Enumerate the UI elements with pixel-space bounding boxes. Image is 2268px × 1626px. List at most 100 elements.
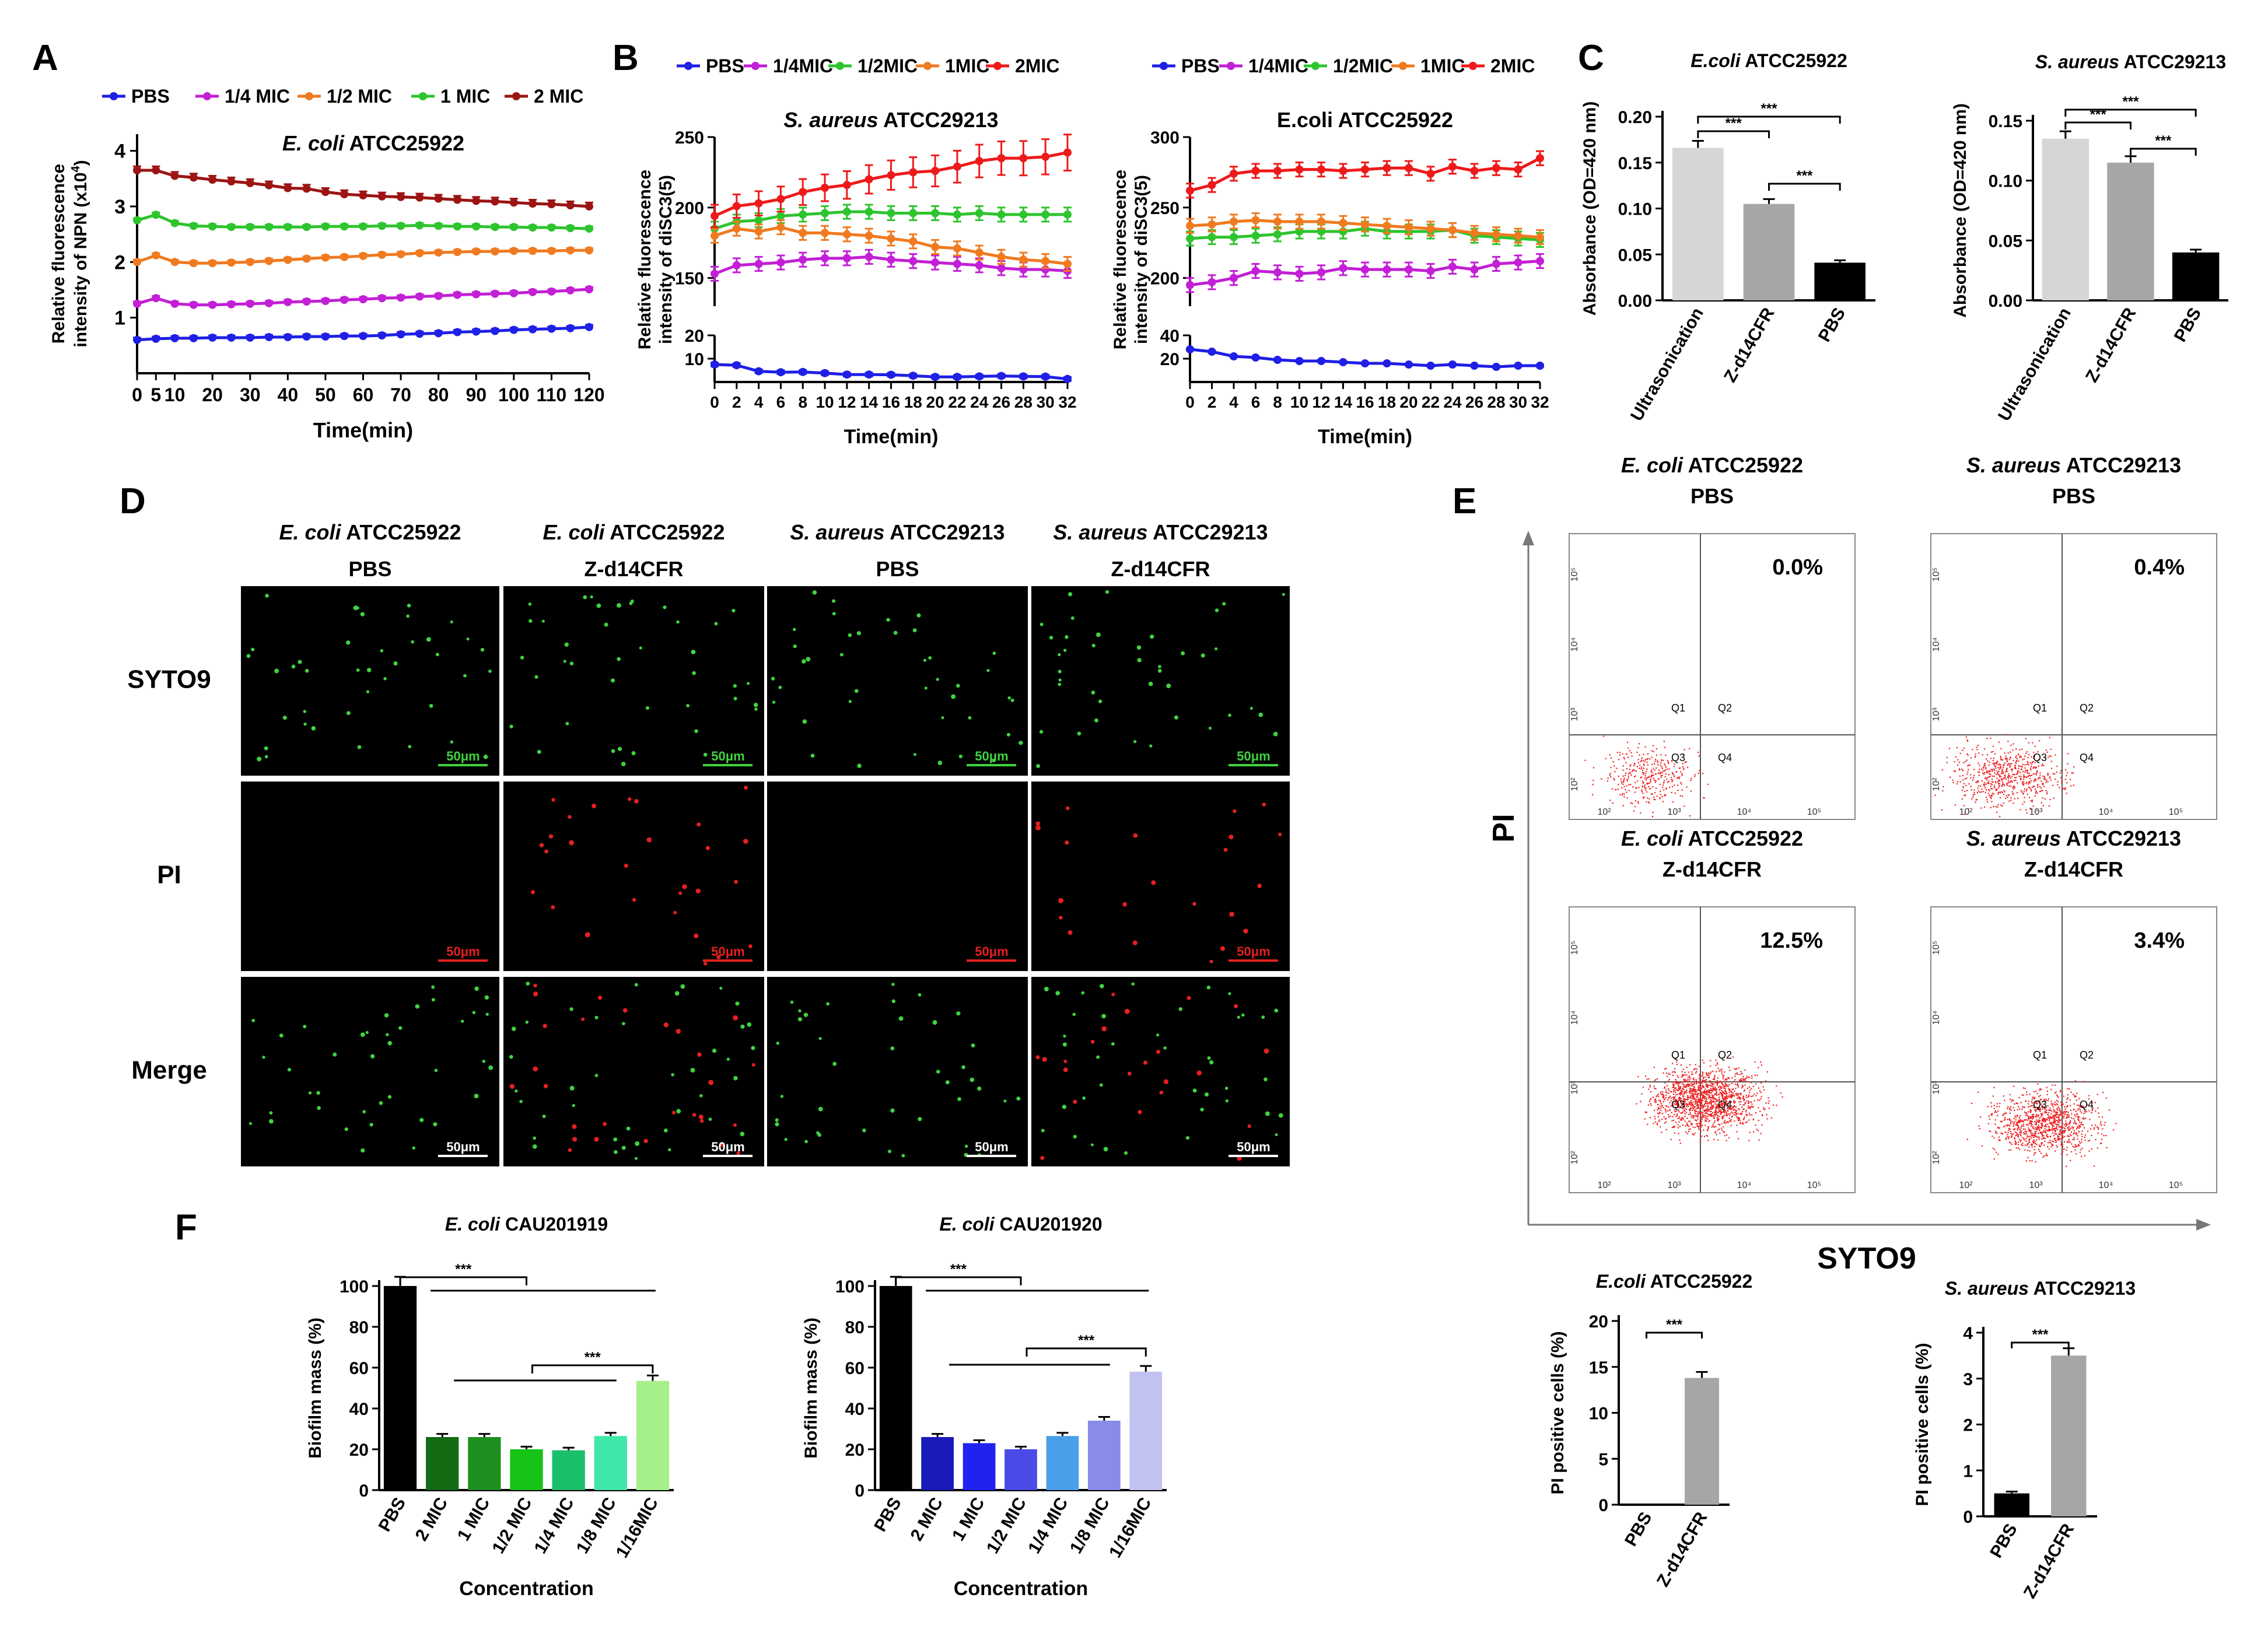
data-point: [1019, 255, 1028, 264]
event-dot: [1708, 1096, 1710, 1098]
event-dot: [1739, 1122, 1741, 1124]
event-dot: [1978, 780, 1979, 782]
event-dot: [1729, 1070, 1731, 1071]
event-dot: [1975, 782, 1977, 783]
flow-title: E. coli ATCC25922: [1621, 826, 1803, 850]
event-dot: [2010, 785, 2012, 787]
event-dot: [1994, 784, 1996, 786]
event-dot: [2038, 1138, 2040, 1140]
event-dot: [1987, 1106, 1989, 1108]
event-dot: [1753, 1131, 1755, 1133]
x-tick-label: 20: [1399, 393, 1418, 411]
event-dot: [1712, 1107, 1713, 1109]
event-dot: [2027, 793, 2028, 796]
event-dot: [1720, 1086, 1722, 1088]
event-dot: [1713, 1105, 1714, 1106]
green-cell: [699, 1094, 703, 1098]
event-dot: [2061, 1144, 2063, 1145]
event-dot: [2054, 1150, 2056, 1152]
event-dot: [1724, 1102, 1726, 1103]
green-cell: [360, 612, 365, 616]
event-dot: [1734, 1090, 1735, 1092]
event-dot: [1675, 1102, 1677, 1104]
event-dot: [1700, 1111, 1703, 1113]
event-dot: [2032, 1134, 2034, 1136]
event-dot: [1708, 1120, 1710, 1122]
red-cell: [743, 839, 748, 844]
event-dot: [1709, 1080, 1711, 1082]
event-dot: [1637, 803, 1639, 804]
event-dot: [1730, 1090, 1732, 1092]
event-dot: [2024, 771, 2026, 773]
event-dot: [2000, 764, 2001, 766]
event-dot: [1707, 1105, 1709, 1107]
x-tick-label: 0: [1185, 393, 1195, 411]
red-cell: [1133, 833, 1138, 838]
event-dot: [1680, 1098, 1682, 1099]
event-dot: [1668, 1078, 1670, 1080]
chart-title: E. coli ATCC25922: [282, 131, 464, 155]
data-point: [887, 370, 895, 379]
data-point: [1063, 260, 1072, 268]
event-dot: [1701, 1104, 1703, 1106]
event-dot: [1686, 1133, 1688, 1134]
event-dot: [2051, 1122, 2053, 1124]
event-dot: [2025, 1115, 2027, 1116]
event-dot: [1670, 1095, 1671, 1097]
data-point: [1405, 360, 1413, 369]
event-dot: [1703, 1096, 1705, 1098]
event-dot: [1679, 1082, 1681, 1084]
event-dot: [2035, 766, 2036, 768]
event-dot: [1971, 798, 1973, 800]
event-dot: [1985, 758, 1987, 760]
event-dot: [1718, 1089, 1720, 1091]
event-dot: [1735, 1113, 1737, 1115]
event-dot: [2066, 772, 2068, 773]
event-dot: [1748, 1086, 1751, 1088]
event-dot: [2042, 790, 2043, 791]
event-dot: [2055, 1127, 2057, 1129]
event-dot: [1698, 1093, 1700, 1095]
event-dot: [2001, 805, 2003, 807]
event-dot: [1719, 1124, 1721, 1126]
event-dot: [2071, 772, 2073, 774]
event-dot: [2062, 1148, 2064, 1150]
event-dot: [1689, 1102, 1690, 1103]
micrograph: [503, 977, 764, 1166]
event-dot: [1697, 1116, 1699, 1118]
event-dot: [1727, 1095, 1729, 1097]
event-dot: [1704, 1113, 1706, 1115]
green-cell: [1278, 1113, 1283, 1118]
event-dot: [2027, 1124, 2029, 1126]
event-dot: [1716, 1099, 1718, 1101]
event-dot: [1625, 789, 1626, 791]
data-point: [909, 209, 918, 218]
event-dot: [1702, 1112, 1704, 1114]
event-dot: [1994, 1149, 1996, 1151]
event-dot: [1733, 1109, 1735, 1110]
event-dot: [1721, 1127, 1723, 1129]
flow-x-tick: 10⁴: [1737, 1180, 1752, 1190]
data-point: [453, 290, 461, 299]
event-dot: [1591, 794, 1594, 796]
data-point: [931, 167, 940, 175]
event-dot: [1674, 1097, 1675, 1099]
event-dot: [1993, 787, 1995, 789]
data-point: [472, 247, 481, 256]
event-dot: [1713, 1100, 1715, 1102]
event-dot: [1695, 1110, 1696, 1112]
event-dot: [1728, 1094, 1730, 1096]
event-dot: [1736, 1084, 1738, 1086]
event-dot: [2019, 1129, 2021, 1130]
event-dot: [1751, 1075, 1753, 1077]
event-dot: [2091, 1109, 2093, 1112]
event-dot: [1717, 1094, 1720, 1095]
event-dot: [1984, 763, 1986, 765]
event-dot: [1623, 777, 1625, 779]
event-dot: [2051, 768, 2053, 769]
event-dot: [1671, 791, 1672, 794]
red-cell: [672, 1110, 676, 1115]
event-dot: [1736, 1110, 1738, 1112]
event-dot: [1996, 761, 1999, 763]
data-point: [359, 295, 368, 304]
